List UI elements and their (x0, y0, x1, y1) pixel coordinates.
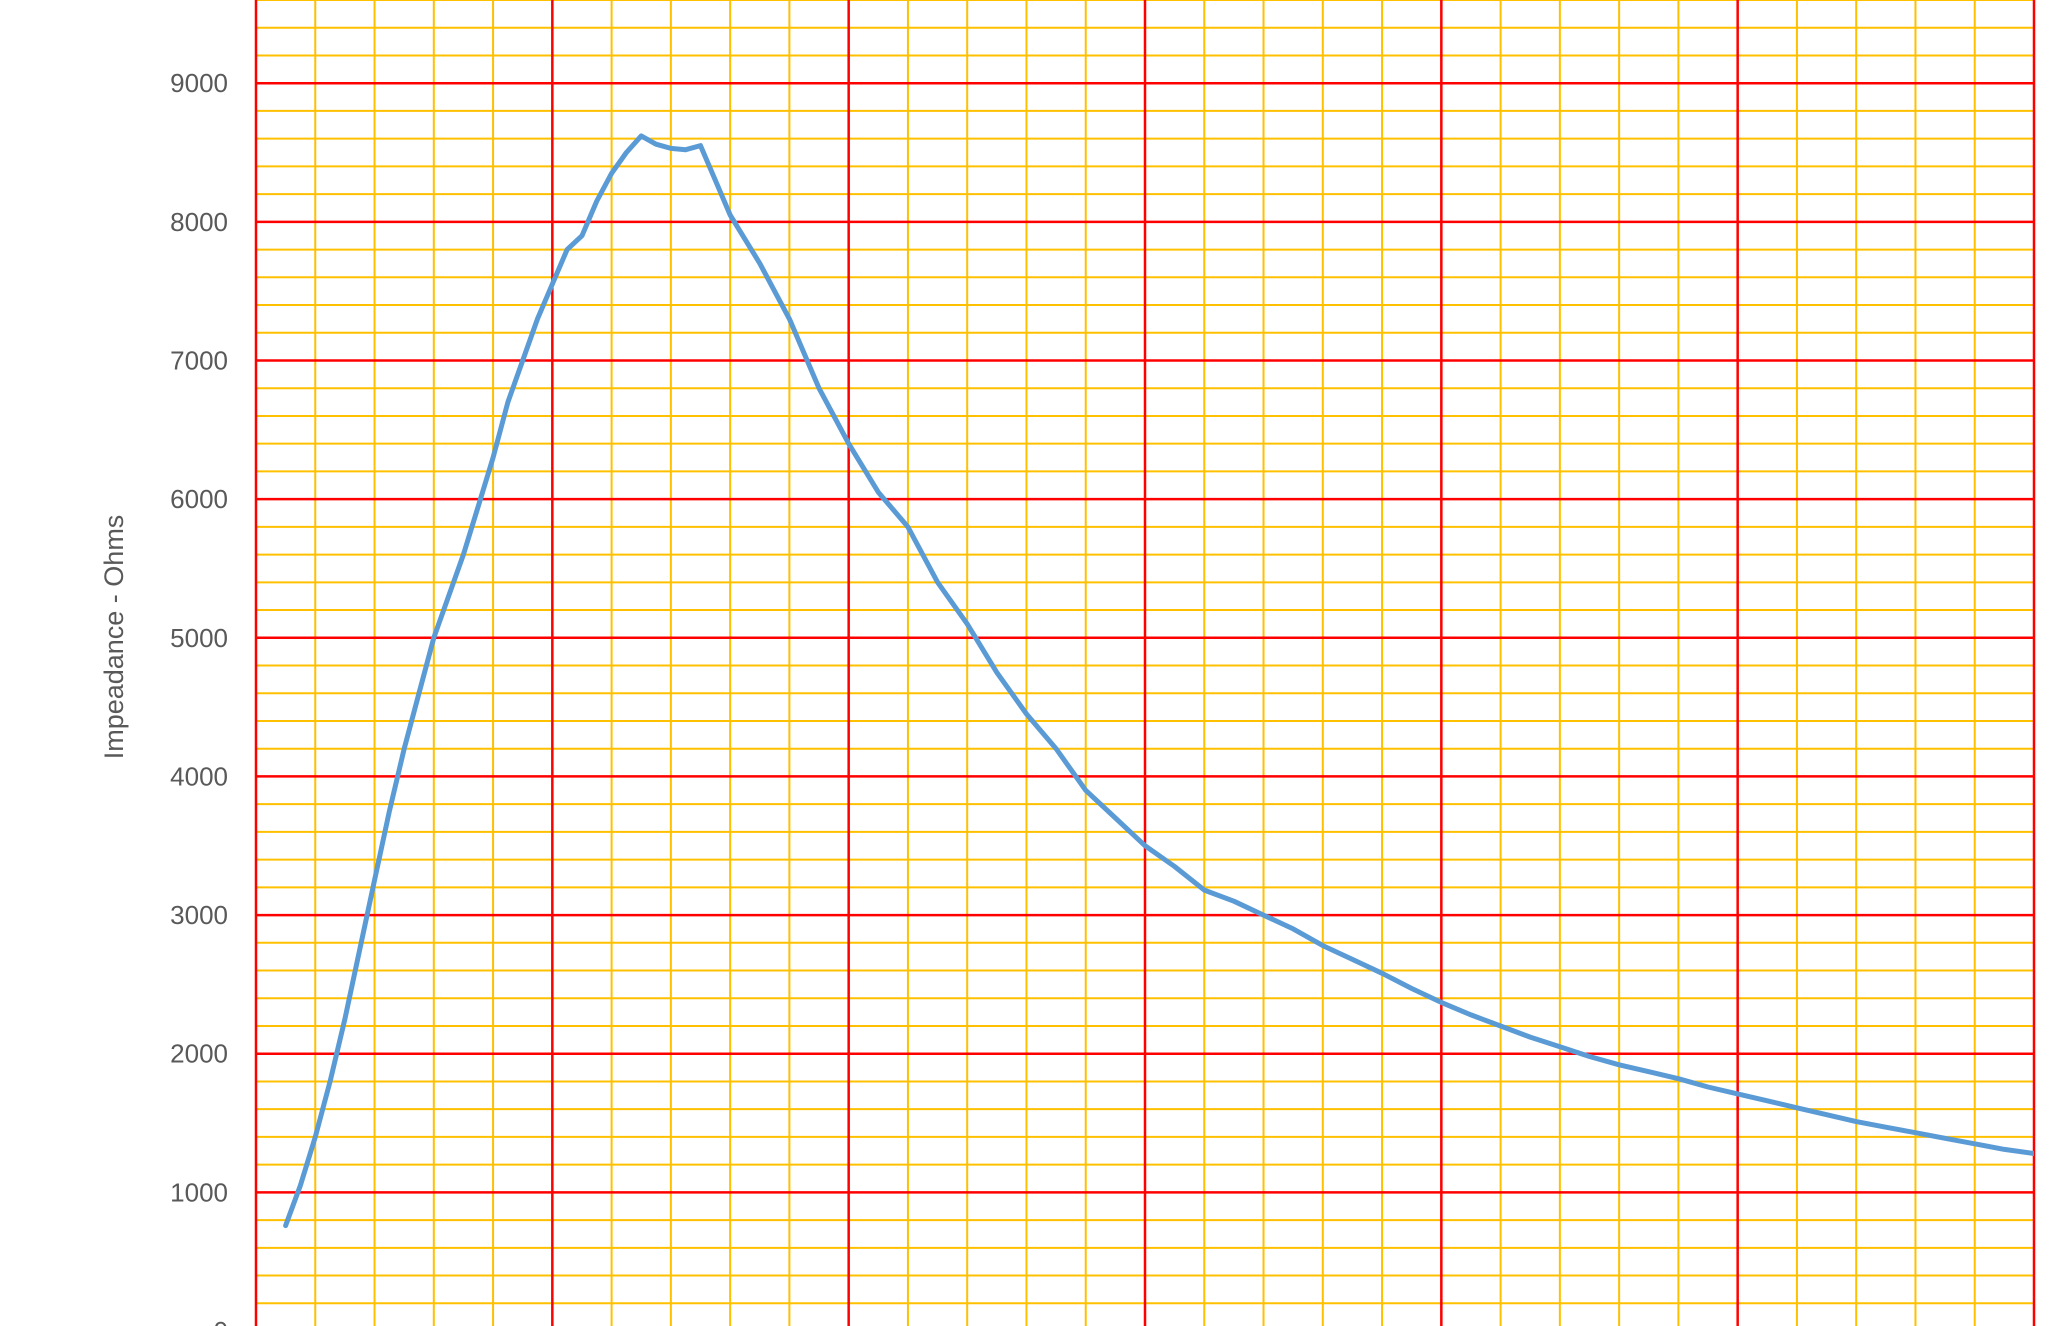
y-tick-label: 5000 (170, 623, 228, 653)
y-tick-label: 6000 (170, 484, 228, 514)
y-axis-title: Impeadance - Ohms (99, 515, 129, 760)
y-tick-label: 4000 (170, 761, 228, 791)
y-axis-tick-labels: 0 1000 2000 3000 4000 5000 6000 7000 8000 9000 (170, 68, 228, 1326)
y-tick-label: 3000 (170, 900, 228, 930)
y-tick-label: 7000 (170, 345, 228, 375)
y-tick-label: 2000 (170, 1039, 228, 1069)
y-tick-label: 8000 (170, 207, 228, 237)
major-gridlines (256, 0, 2034, 1326)
y-tick-label: 9000 (170, 68, 228, 98)
y-tick-label: 1000 (170, 1177, 228, 1207)
y-tick-label: 0 (214, 1316, 228, 1326)
